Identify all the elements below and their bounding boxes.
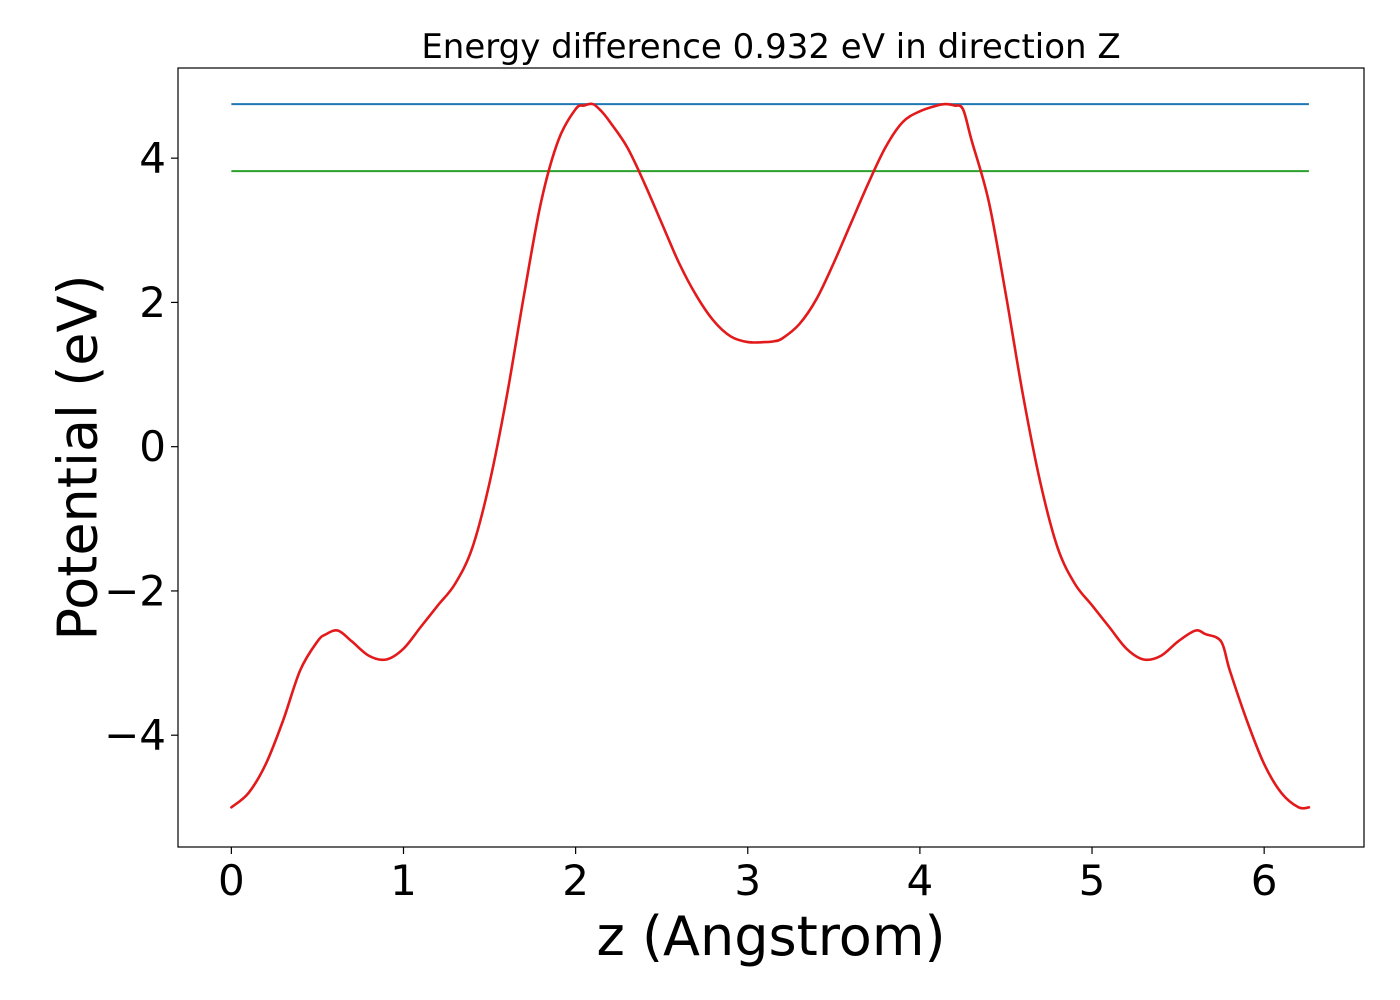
plot-marks: [230, 102, 1311, 810]
y-tick-label: −4: [104, 711, 166, 760]
chart-title: Energy difference 0.932 eV in direction …: [421, 27, 1120, 67]
y-tick-label: −2: [104, 566, 166, 615]
x-tick-label: 3: [734, 856, 761, 905]
x-tick-label: 4: [907, 856, 934, 905]
x-tick-label: 0: [218, 856, 245, 905]
x-tick-label: 2: [562, 856, 589, 905]
plot-frame: [177, 67, 1365, 848]
y-tick-label: 0: [139, 422, 166, 471]
y-tick-label: 2: [139, 278, 166, 327]
x-tick-label: 5: [1079, 856, 1106, 905]
x-tick-label: 1: [390, 856, 417, 905]
x-axis-title: z (Angstrom): [596, 905, 945, 968]
y-tick-label: 4: [139, 134, 166, 183]
potential-series-line: [230, 102, 1311, 810]
y-axis-title: Potential (eV): [47, 274, 110, 640]
x-tick-label: 6: [1251, 856, 1278, 905]
axis-ticks: 0 1 2 3 4 5 6 −4 −2 0 2 4: [104, 134, 1277, 905]
